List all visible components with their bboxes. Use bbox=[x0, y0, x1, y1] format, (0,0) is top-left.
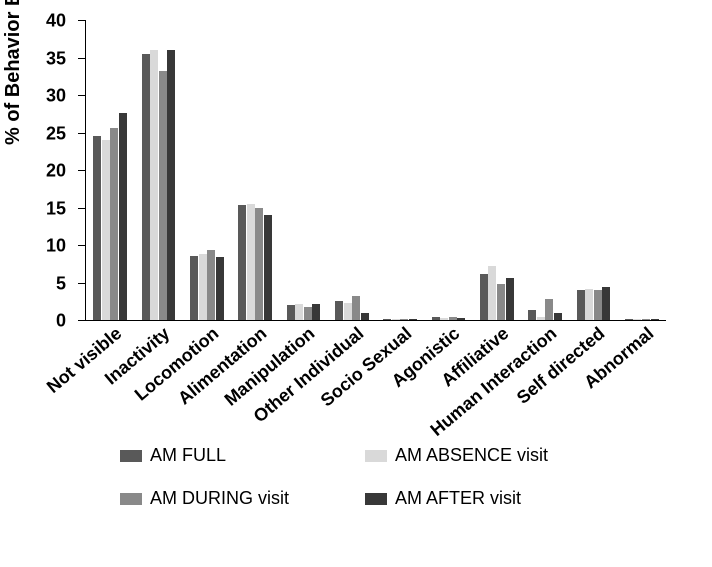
bar bbox=[207, 250, 215, 321]
bar bbox=[480, 274, 488, 321]
bar bbox=[119, 113, 127, 320]
bar bbox=[190, 256, 198, 320]
bar-group: Abnormal bbox=[618, 319, 666, 320]
y-tick: 5 bbox=[78, 283, 86, 284]
y-tick-label: 5 bbox=[56, 273, 66, 294]
bar bbox=[545, 299, 553, 320]
bar bbox=[449, 317, 457, 320]
bar bbox=[400, 319, 408, 320]
y-tick: 15 bbox=[78, 208, 86, 209]
bar bbox=[528, 310, 536, 320]
legend-item: AM FULL bbox=[120, 445, 345, 466]
behavior-budget-chart: % of Behavior Budget Not visibleInactivi… bbox=[0, 0, 712, 567]
bar bbox=[432, 317, 440, 320]
bar-group: Not visible bbox=[86, 113, 134, 320]
bar bbox=[383, 319, 391, 320]
bar bbox=[577, 290, 585, 320]
y-tick-label: 15 bbox=[46, 198, 66, 219]
legend-label: AM DURING visit bbox=[150, 488, 289, 509]
legend-label: AM FULL bbox=[150, 445, 226, 466]
bar bbox=[93, 136, 101, 320]
bar bbox=[537, 317, 545, 320]
bar-group: Inactivity bbox=[134, 50, 182, 320]
legend-label: AM ABSENCE visit bbox=[395, 445, 548, 466]
bar bbox=[651, 319, 659, 320]
bar bbox=[457, 318, 465, 320]
bar bbox=[361, 313, 369, 321]
bar bbox=[642, 319, 650, 320]
bar bbox=[264, 215, 272, 320]
bar bbox=[110, 128, 118, 320]
bar-group: Agonistic bbox=[424, 317, 472, 320]
bar-groups: Not visibleInactivityLocomotionAlimentat… bbox=[86, 20, 666, 320]
bar-group: Self directed bbox=[569, 287, 617, 320]
legend-item: AM DURING visit bbox=[120, 488, 345, 509]
bar-group: Human Interaction bbox=[521, 299, 569, 320]
bar bbox=[142, 54, 150, 320]
legend-item: AM ABSENCE visit bbox=[365, 445, 590, 466]
bar bbox=[554, 313, 562, 321]
y-tick-label: 0 bbox=[56, 311, 66, 332]
legend-swatch bbox=[365, 450, 387, 462]
bar bbox=[594, 290, 602, 320]
bar bbox=[150, 50, 158, 320]
y-tick: 35 bbox=[78, 58, 86, 59]
y-tick-label: 10 bbox=[46, 236, 66, 257]
legend-swatch bbox=[120, 450, 142, 462]
y-tick: 10 bbox=[78, 245, 86, 246]
bar bbox=[585, 289, 593, 321]
y-tick: 30 bbox=[78, 95, 86, 96]
bar-group: Affiliative bbox=[473, 266, 521, 320]
bar-group: Socio Sexual bbox=[376, 319, 424, 320]
bar-group: Other Individual bbox=[328, 296, 376, 320]
bar bbox=[199, 254, 207, 320]
bar-group: Locomotion bbox=[183, 250, 231, 321]
y-axis-title: % of Behavior Budget bbox=[2, 0, 25, 145]
legend-swatch bbox=[120, 493, 142, 505]
bar bbox=[159, 71, 167, 320]
y-tick-label: 35 bbox=[46, 48, 66, 69]
bar bbox=[625, 319, 633, 320]
y-tick: 25 bbox=[78, 133, 86, 134]
y-tick: 40 bbox=[78, 20, 86, 21]
bar bbox=[506, 278, 514, 320]
bar bbox=[304, 307, 312, 321]
bar-group: Manipulation bbox=[279, 304, 327, 321]
bar-group: Alimentation bbox=[231, 204, 279, 320]
plot-area: Not visibleInactivityLocomotionAlimentat… bbox=[85, 20, 666, 321]
bar bbox=[102, 140, 110, 320]
bar bbox=[440, 318, 448, 320]
bar bbox=[312, 304, 320, 320]
bar bbox=[633, 319, 641, 320]
y-tick: 20 bbox=[78, 170, 86, 171]
legend-swatch bbox=[365, 493, 387, 505]
legend: AM FULL AM ABSENCE visit AM DURING visit AM… bbox=[120, 445, 590, 509]
y-tick: 0 bbox=[78, 320, 86, 321]
bar bbox=[247, 204, 255, 320]
bar bbox=[238, 205, 246, 320]
bar bbox=[255, 208, 263, 321]
bar bbox=[602, 287, 610, 320]
bar bbox=[409, 319, 417, 320]
bar bbox=[392, 319, 400, 320]
y-tick-label: 30 bbox=[46, 86, 66, 107]
bar bbox=[497, 284, 505, 320]
bar bbox=[216, 257, 224, 320]
y-tick-label: 40 bbox=[46, 11, 66, 32]
bar bbox=[295, 304, 303, 321]
y-tick-label: 20 bbox=[46, 161, 66, 182]
legend-label: AM AFTER visit bbox=[395, 488, 521, 509]
bar bbox=[167, 50, 175, 320]
legend-item: AM AFTER visit bbox=[365, 488, 590, 509]
bar bbox=[344, 303, 352, 320]
bar bbox=[352, 296, 360, 320]
bar bbox=[488, 266, 496, 320]
bar bbox=[287, 305, 295, 320]
bar bbox=[335, 301, 343, 320]
y-tick-label: 25 bbox=[46, 123, 66, 144]
